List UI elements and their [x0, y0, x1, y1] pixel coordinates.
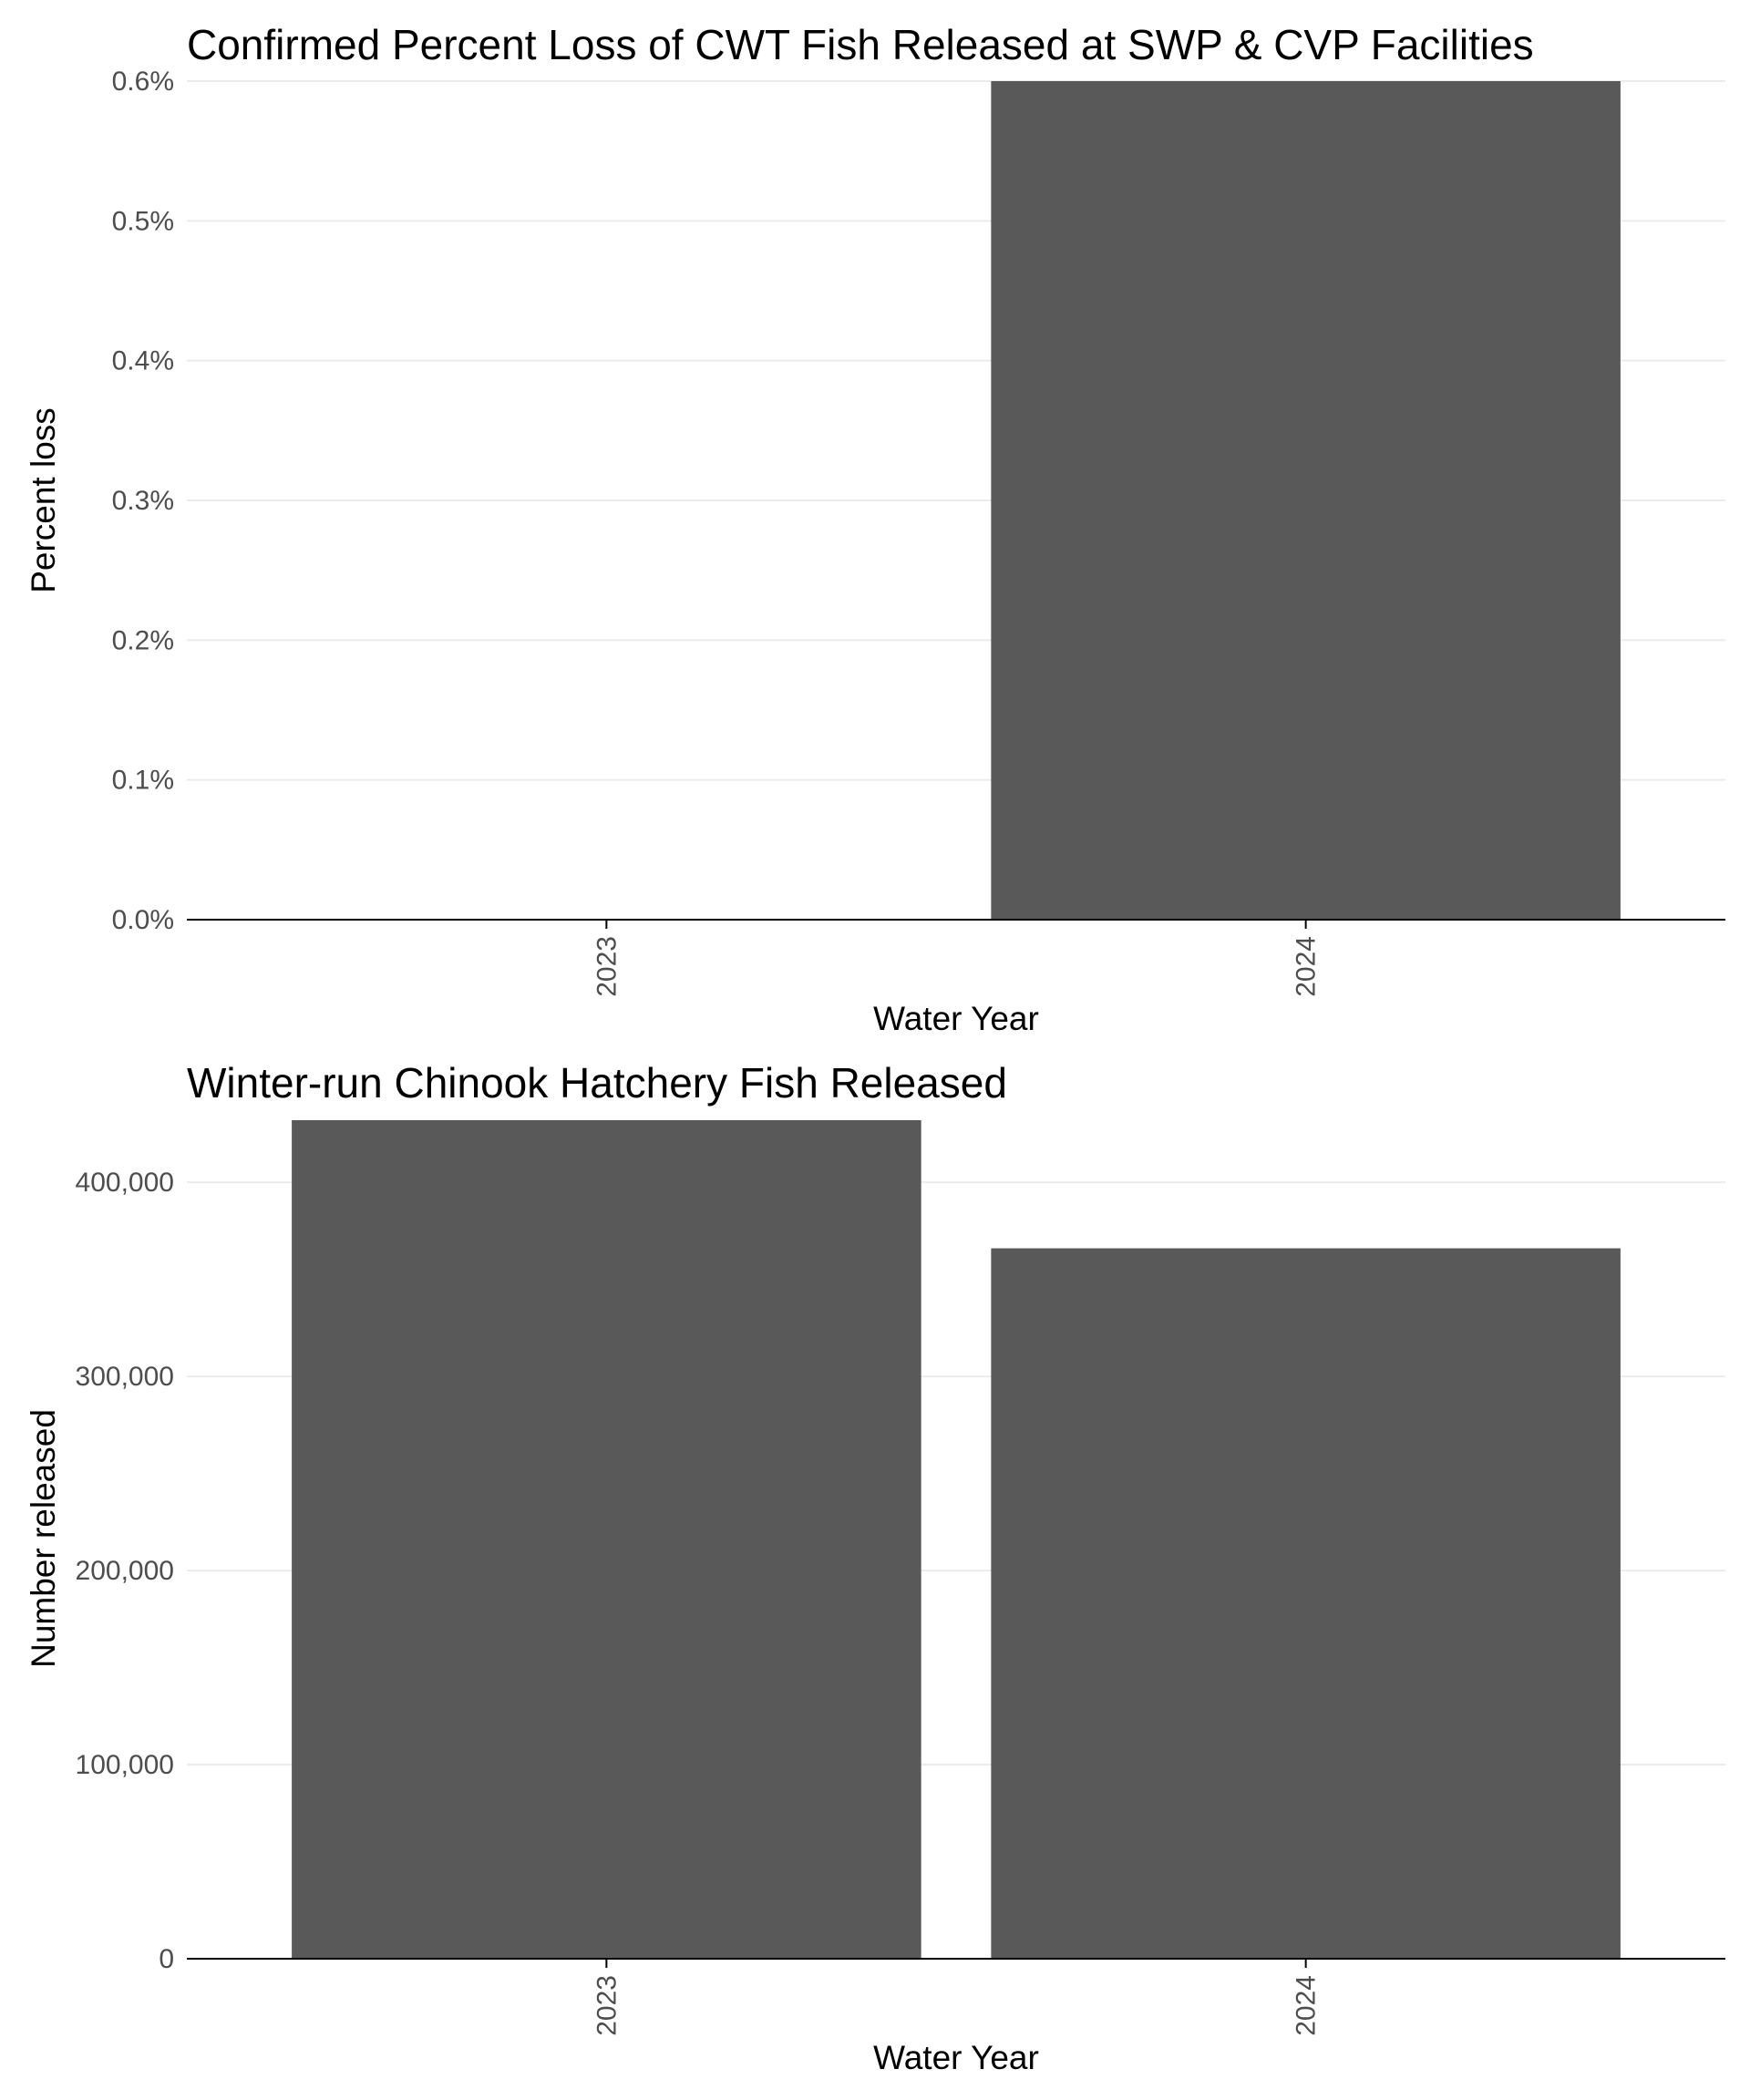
x-tick-labels: 2023 2024 [592, 920, 1322, 997]
y-tick-labels: 0 100,000 200,000 300,000 400,000 [76, 1168, 174, 1974]
y-axis-title: Percent loss [25, 407, 62, 593]
y-tick-label: 0 [159, 1944, 174, 1974]
bars [292, 1120, 1621, 1959]
percent-loss-chart: Confirmed Percent Loss of CWT Fish Relea… [25, 21, 1725, 1037]
x-tick-label: 2024 [1292, 936, 1322, 997]
y-axis-title: Number released [25, 1409, 62, 1668]
bar-2024 [991, 81, 1621, 920]
fish-released-chart: Winter-run Chinook Hatchery Fish Release… [25, 1059, 1725, 2076]
y-tick-label: 400,000 [76, 1168, 174, 1198]
y-tick-label: 0.3% [112, 486, 174, 516]
y-tick-label: 0.4% [112, 346, 174, 376]
y-tick-label: 0.0% [112, 905, 174, 935]
y-tick-label: 0.2% [112, 625, 174, 655]
x-tick-label: 2023 [592, 936, 622, 997]
y-tick-label: 200,000 [76, 1556, 174, 1586]
bar-2024 [991, 1248, 1621, 1959]
y-tick-label: 0.1% [112, 766, 174, 796]
chart-title: Confirmed Percent Loss of CWT Fish Relea… [187, 21, 1534, 68]
bar-2023 [292, 1120, 921, 1959]
x-axis-title: Water Year [873, 1000, 1039, 1037]
y-tick-labels: 0.0% 0.1% 0.2% 0.3% 0.4% 0.5% 0.6% [112, 67, 174, 935]
x-tick-label: 2023 [592, 1975, 622, 2036]
x-tick-label: 2024 [1292, 1975, 1322, 2036]
x-tick-labels: 2023 2024 [592, 1959, 1322, 2036]
y-tick-label: 0.6% [112, 67, 174, 97]
y-tick-label: 0.5% [112, 206, 174, 236]
y-tick-label: 100,000 [76, 1750, 174, 1780]
bars [991, 81, 1621, 920]
y-tick-label: 300,000 [76, 1362, 174, 1392]
x-axis-title: Water Year [873, 2039, 1039, 2076]
chart-title: Winter-run Chinook Hatchery Fish Release… [187, 1059, 1007, 1107]
